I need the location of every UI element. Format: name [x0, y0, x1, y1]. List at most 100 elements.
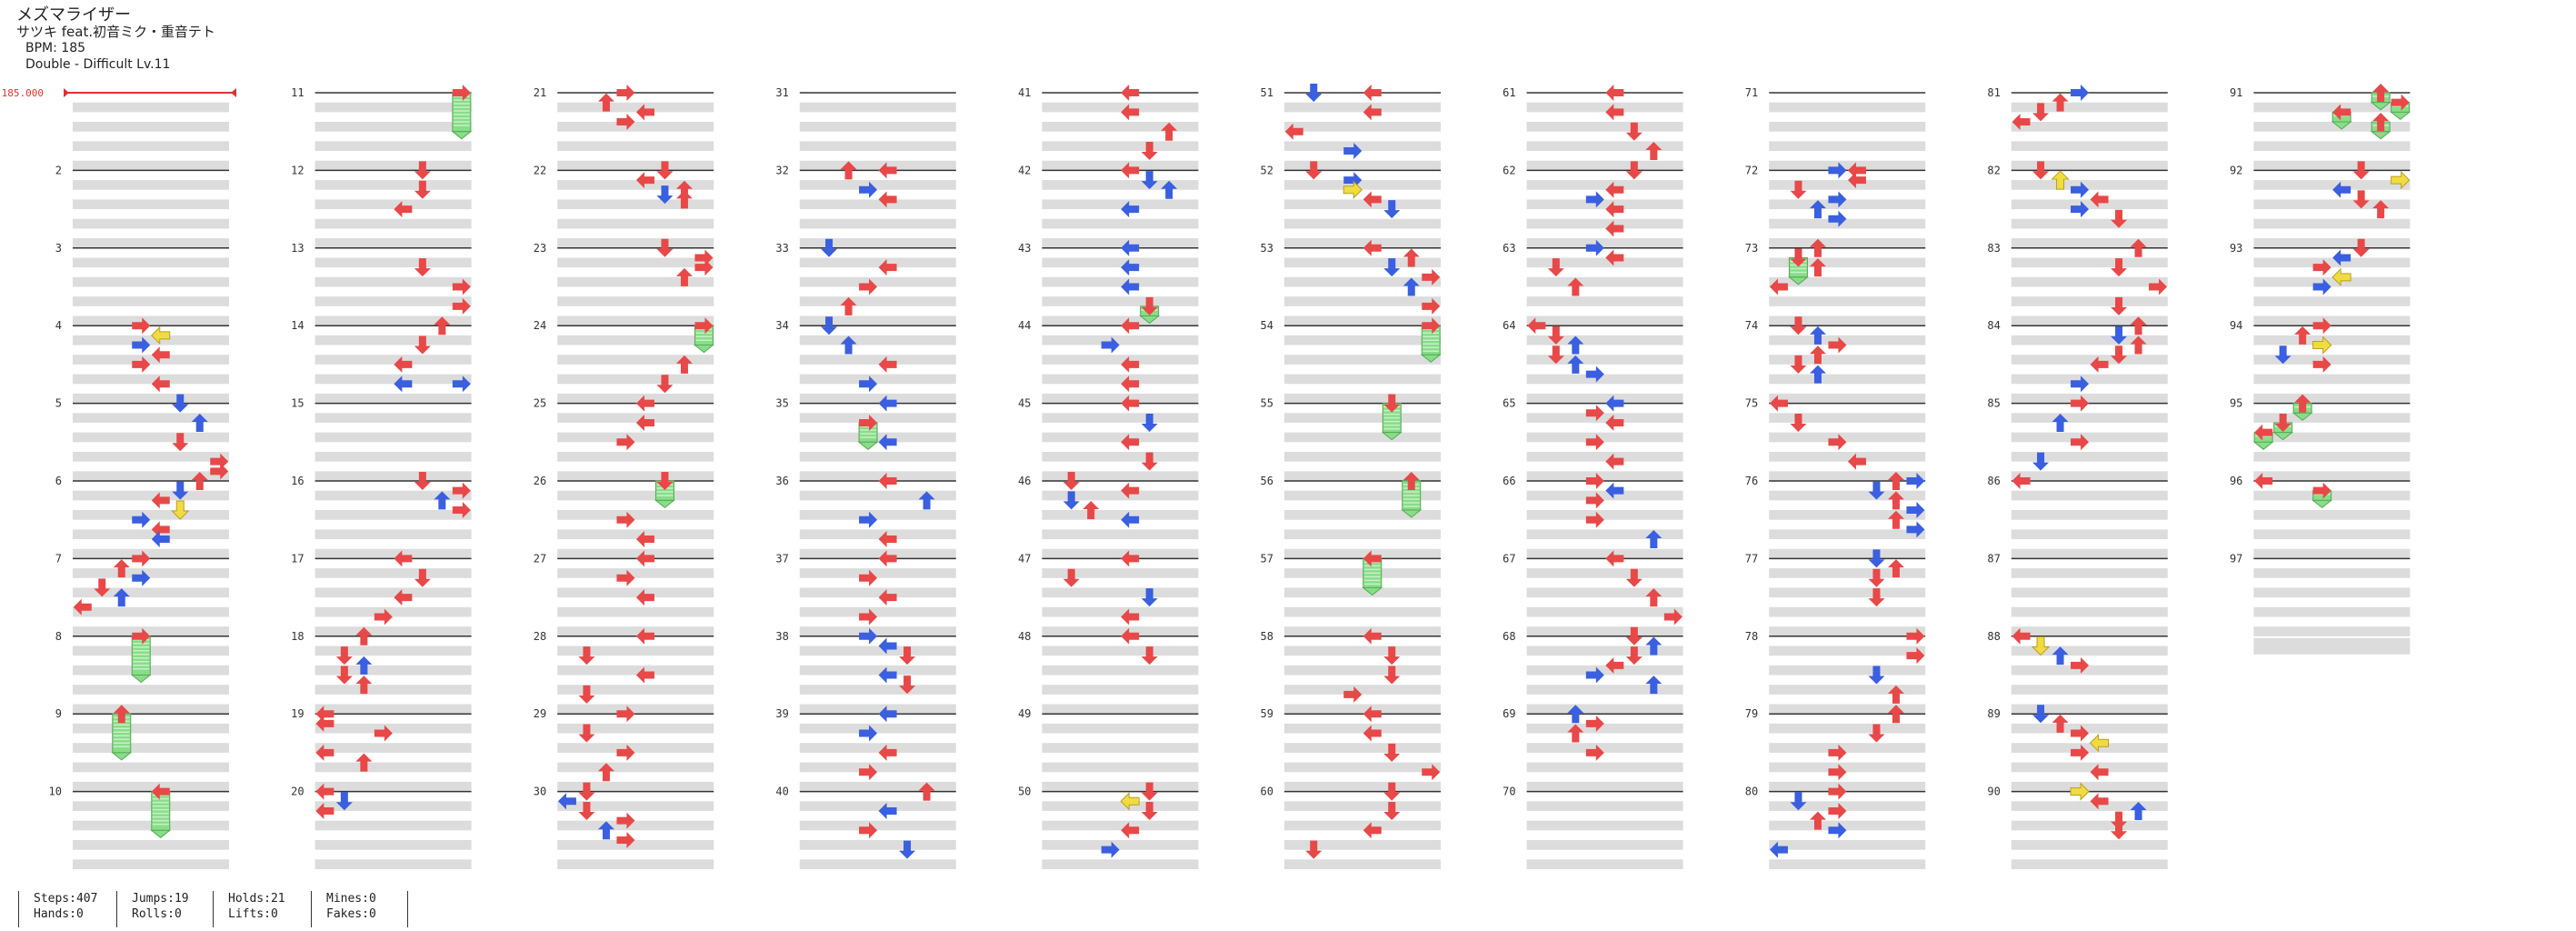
beat-shade — [1042, 801, 1199, 811]
beat-shade — [315, 335, 472, 345]
note-arrow — [1403, 277, 1420, 296]
beat-shade — [73, 510, 229, 520]
note-arrow — [434, 316, 451, 335]
beat-shade — [2253, 238, 2411, 248]
arrow-icon — [1625, 161, 1642, 180]
beat-shade — [1284, 296, 1441, 306]
note-arrow — [2071, 656, 2090, 674]
note-arrow — [2071, 201, 2090, 218]
note-arrow — [1305, 84, 1323, 102]
arrow-icon — [1868, 549, 1885, 568]
stats-mines-group: Mines:0 Fakes:0 — [311, 891, 376, 927]
note-arrow — [578, 801, 595, 820]
beat-shade — [1284, 548, 1441, 559]
beat-shade — [557, 626, 714, 636]
arrow-icon — [878, 666, 897, 684]
beat-shade — [1769, 432, 1926, 443]
arrow-icon — [1422, 317, 1441, 335]
beat-shade — [1526, 606, 1683, 617]
beat-shade — [315, 238, 472, 248]
arrow-icon — [840, 335, 857, 355]
note-arrow — [2372, 84, 2390, 102]
measure-number: 70 — [1503, 786, 1515, 798]
arrow-icon — [1828, 822, 1847, 839]
beat-shade — [557, 606, 714, 617]
note-arrow — [374, 725, 393, 742]
note-arrow — [878, 162, 897, 179]
note-arrow — [1403, 248, 1420, 267]
note-arrow — [151, 346, 170, 364]
beat-shade — [2253, 315, 2411, 326]
arrow-icon — [557, 793, 576, 810]
measure-number: 21 — [534, 86, 546, 99]
arrow-icon — [452, 278, 471, 295]
arrow-icon — [878, 706, 897, 723]
note-arrow — [151, 531, 170, 548]
arrow-icon — [1383, 666, 1401, 685]
arrow-icon — [1141, 801, 1158, 820]
note-arrow — [656, 185, 674, 205]
note-arrow — [1121, 375, 1140, 393]
arrow-icon — [315, 706, 334, 723]
note-arrow — [1906, 473, 1925, 489]
note-arrow — [172, 481, 189, 500]
beat-shade — [1042, 490, 1199, 501]
arrow-icon — [859, 278, 878, 295]
note-arrow — [1422, 317, 1441, 335]
measure-number: 85 — [1987, 397, 2000, 410]
beat-shade — [2011, 704, 2168, 715]
beat-shade — [315, 199, 472, 210]
beat-shade — [1284, 160, 1441, 171]
note-arrow — [1605, 104, 1624, 121]
beat-shade — [557, 801, 714, 811]
arrow-icon — [2352, 161, 2370, 180]
arrow-icon — [1605, 104, 1624, 121]
note-arrow — [2032, 452, 2050, 471]
note-arrow — [1063, 472, 1080, 490]
arrow-icon — [694, 317, 714, 335]
beat-shade — [2011, 743, 2168, 753]
beat-shade — [315, 490, 472, 501]
beat-shade — [1526, 102, 1683, 113]
beat-shade — [1042, 432, 1199, 443]
beat-shade — [1284, 393, 1441, 404]
hold-tail — [1401, 509, 1423, 518]
beat-shade — [1769, 587, 1926, 598]
beat-shade — [1284, 102, 1441, 113]
note-arrow — [151, 325, 171, 345]
beat-shade — [315, 510, 472, 520]
beat-shade — [1284, 510, 1441, 520]
hold-tail — [2390, 111, 2411, 120]
arrow-icon — [1887, 685, 1904, 704]
arrow-icon — [452, 297, 471, 315]
bpm-value: 185.000 — [2, 87, 44, 99]
beat-shade — [315, 160, 472, 171]
beat-shade — [799, 743, 956, 753]
measure-number: 39 — [775, 707, 788, 720]
arrow-icon — [578, 646, 595, 666]
arrow-icon — [1887, 705, 1904, 724]
measure-number: 93 — [2230, 242, 2242, 255]
note-arrow — [2130, 801, 2147, 820]
beat-shade — [73, 529, 229, 540]
note-arrow — [859, 725, 878, 742]
note-arrow — [1645, 636, 1662, 656]
arrow-icon — [1605, 656, 1624, 674]
arrow-icon — [1121, 822, 1140, 839]
beat-shade — [557, 587, 714, 598]
beat-shade — [1526, 355, 1683, 365]
beat-shade — [557, 315, 714, 326]
arrow-icon — [1422, 297, 1441, 315]
note-arrow — [1121, 395, 1140, 412]
arrow-icon — [635, 550, 654, 567]
note-arrow — [2032, 705, 2050, 724]
arrow-icon — [635, 627, 654, 645]
arrow-icon — [2052, 413, 2069, 432]
beat-shade — [1526, 510, 1683, 520]
measure-number: 29 — [534, 707, 546, 720]
note-arrow — [1790, 316, 1807, 335]
note-arrow — [1161, 122, 1178, 141]
arrow-icon — [878, 637, 897, 655]
note-arrow — [694, 249, 714, 266]
note-arrow — [1605, 249, 1624, 266]
